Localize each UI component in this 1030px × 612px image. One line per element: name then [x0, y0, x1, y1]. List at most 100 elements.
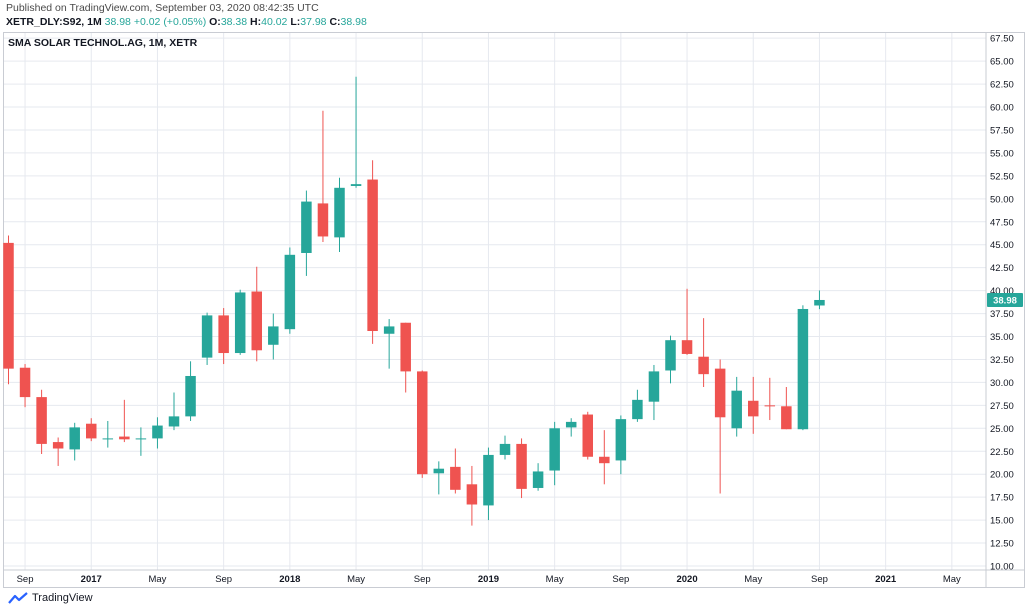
candle-body — [748, 400, 759, 417]
y-tick-label: 55.00 — [990, 148, 1014, 159]
y-tick-label: 60.00 — [990, 103, 1014, 114]
low-value: 37.98 — [300, 16, 327, 28]
candle-body — [582, 414, 593, 457]
candle-body — [350, 184, 362, 186]
chart-title: SMA SOLAR TECHNOL.AG, 1M, XETR — [8, 37, 198, 49]
x-tick-label: May — [546, 574, 564, 585]
candle-body — [681, 340, 693, 354]
y-tick-label: 42.50 — [990, 263, 1014, 274]
close-label: C: — [329, 16, 341, 28]
y-tick-label: 17.50 — [990, 493, 1014, 504]
candle-body — [417, 371, 428, 475]
x-tick-label: Sep — [612, 574, 629, 585]
candle-body — [152, 425, 163, 439]
candle-body — [797, 308, 809, 430]
candle-body — [185, 375, 196, 417]
y-tick-label: 25.00 — [990, 424, 1014, 435]
y-tick-label: 35.00 — [990, 332, 1014, 343]
open-label: O: — [209, 16, 221, 28]
high-value: 40.02 — [261, 16, 288, 28]
candle-body — [599, 456, 610, 464]
low-label: L: — [290, 16, 301, 28]
candle-body — [218, 315, 229, 354]
y-tick-label: 15.00 — [990, 516, 1014, 527]
y-tick-label: 12.50 — [990, 539, 1014, 550]
y-tick-label: 67.50 — [990, 34, 1014, 45]
x-tick-label: May — [148, 574, 166, 585]
candle-body — [334, 187, 345, 238]
candle-body — [466, 484, 478, 505]
tradingview-logo[interactable]: TradingView — [8, 592, 93, 604]
footer-brand: TradingView — [32, 592, 93, 604]
candle-body — [383, 326, 395, 334]
x-tick-label: 2017 — [81, 574, 102, 585]
candle-body — [317, 203, 329, 237]
x-tick-label: 2019 — [478, 574, 499, 585]
y-tick-label: 40.00 — [990, 286, 1014, 297]
y-tick-label: 27.50 — [990, 401, 1014, 412]
x-tick-label: Sep — [17, 574, 34, 585]
x-tick-label: Sep — [811, 574, 828, 585]
candle-body — [549, 428, 560, 471]
candle-body — [433, 468, 445, 474]
x-tick-label: Sep — [215, 574, 232, 585]
candle-body — [69, 427, 80, 450]
candle-body — [234, 292, 246, 354]
candle-body — [532, 471, 544, 488]
price-change: +0.02 (+0.05%) — [133, 16, 207, 28]
candle-body — [102, 438, 114, 440]
candle-body — [764, 405, 776, 407]
candle-body — [119, 436, 130, 440]
candle-body — [367, 179, 378, 332]
candle-body — [615, 419, 627, 461]
x-tick-label: 2021 — [875, 574, 897, 585]
candle-body — [201, 315, 213, 358]
candle-body — [565, 421, 577, 428]
candle-body — [86, 423, 97, 439]
candle-body — [251, 291, 262, 351]
x-tick-label: Sep — [414, 574, 431, 585]
high-label: H: — [250, 16, 262, 28]
candle-body — [135, 438, 147, 440]
candle-body — [814, 299, 825, 306]
x-tick-label: May — [943, 574, 961, 585]
candle-body — [168, 416, 180, 427]
candle-body — [632, 399, 643, 420]
x-tick-label: 2020 — [676, 574, 697, 585]
last-price-label: 38.98 — [993, 295, 1017, 306]
candle-body — [400, 322, 411, 372]
y-tick-label: 30.00 — [990, 378, 1014, 389]
x-tick-label: 2018 — [279, 574, 300, 585]
candle-body — [714, 368, 726, 418]
candle-body — [19, 367, 31, 398]
candle-body — [698, 356, 709, 375]
candle-body — [516, 443, 527, 489]
y-tick-label: 62.50 — [990, 80, 1014, 91]
y-tick-label: 50.00 — [990, 194, 1014, 205]
last-price: 38.98 — [104, 16, 131, 28]
y-tick-label: 52.50 — [990, 171, 1014, 182]
last-price-badge — [987, 292, 1023, 307]
candle-body — [52, 442, 64, 449]
y-tick-label: 20.00 — [990, 470, 1014, 481]
candle-body — [499, 443, 511, 455]
candle-body — [665, 340, 676, 371]
ohlc-legend: XETR_DLY:S92, 1M 38.98 +0.02 (+0.05%) O:… — [6, 16, 367, 28]
tradingview-icon — [8, 592, 28, 604]
close-value: 38.98 — [340, 16, 367, 28]
candle-body — [450, 466, 461, 490]
candle-body — [268, 326, 279, 345]
y-tick-label: 32.50 — [990, 355, 1014, 366]
y-tick-label: 10.00 — [990, 562, 1014, 573]
x-tick-label: May — [347, 574, 365, 585]
y-tick-label: 37.50 — [990, 309, 1014, 320]
x-tick-label: May — [744, 574, 762, 585]
y-tick-label: 45.00 — [990, 240, 1014, 251]
candle-body — [36, 397, 47, 444]
y-tick-label: 65.00 — [990, 57, 1014, 68]
published-note: Published on TradingView.com, September … — [6, 2, 319, 14]
candle-body — [731, 390, 742, 429]
candle-body — [284, 254, 296, 330]
y-tick-label: 57.50 — [990, 125, 1014, 136]
